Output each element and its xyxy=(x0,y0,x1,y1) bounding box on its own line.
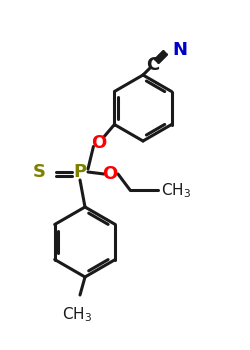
Text: P: P xyxy=(74,163,86,181)
Text: O: O xyxy=(102,165,118,183)
Text: S: S xyxy=(33,163,46,181)
Text: C: C xyxy=(146,56,160,74)
Text: CH$_3$: CH$_3$ xyxy=(161,182,191,200)
Text: O: O xyxy=(91,133,106,152)
Text: N: N xyxy=(172,41,187,59)
Text: CH$_3$: CH$_3$ xyxy=(62,305,92,324)
